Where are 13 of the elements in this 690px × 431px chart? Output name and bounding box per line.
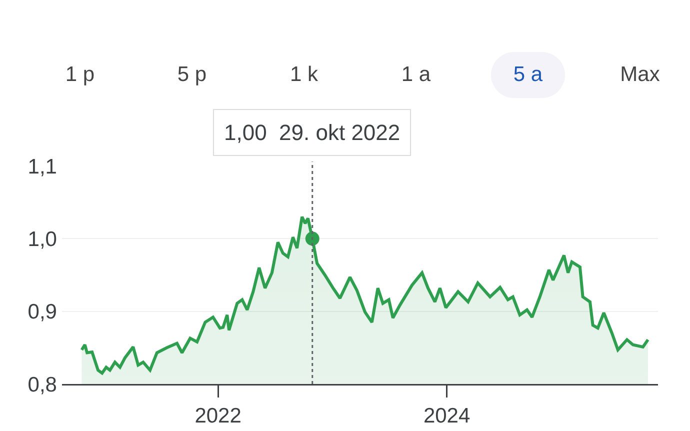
ref-line-label: 1,00 29. okt 2022 — [224, 120, 400, 145]
text: Max — [595, 52, 685, 98]
y-tick-label: 0,9 — [28, 300, 57, 324]
text: 1 a — [371, 52, 461, 98]
y-tick-label: 0,8 — [28, 373, 57, 396]
x-tick-label: 2022 — [194, 404, 242, 428]
y-tick-label: 1,0 — [28, 228, 57, 252]
x-tick-label: 2024 — [423, 404, 470, 428]
text: 5 p — [147, 52, 237, 98]
text: 1 k — [259, 52, 349, 98]
text: 1 p — [35, 52, 125, 98]
text: 5 a — [491, 52, 565, 98]
y-tick-label: 1,1 — [28, 155, 57, 178]
